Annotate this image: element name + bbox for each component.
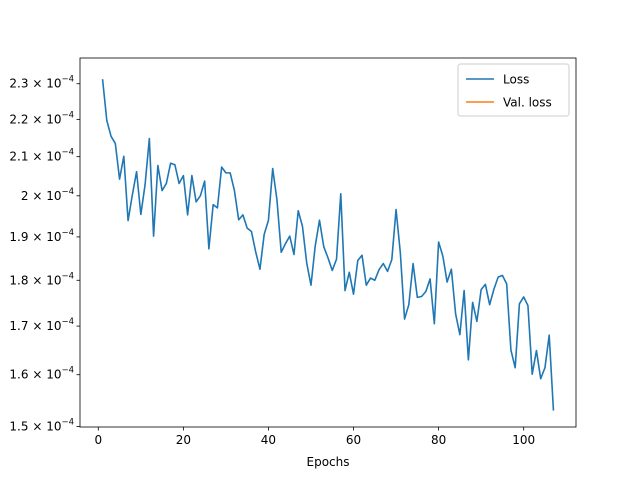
y-tick-label: 1.9 × 10−4: [9, 228, 74, 244]
x-tick-label: 20: [176, 433, 191, 447]
y-tick-label: 1.8 × 10−4: [9, 271, 74, 287]
legend-label: Val. loss: [503, 96, 552, 110]
legend: Loss Val. loss: [457, 63, 570, 117]
plot-lines: [101, 79, 555, 411]
x-tick-label: 60: [346, 433, 361, 447]
y-tick-label: 1.7 × 10−4: [9, 317, 74, 333]
y-tick-label: 1.5 × 10−4: [9, 417, 74, 433]
y-tick-label: 2 × 10−4: [21, 187, 74, 203]
legend-box: [457, 63, 570, 117]
x-axis-label: Epochs: [307, 455, 350, 469]
x-tick-label: 100: [512, 433, 535, 447]
x-tick-label: 40: [261, 433, 276, 447]
y-tick-label: 1.6 × 10−4: [9, 366, 74, 382]
x-tick-label: 80: [431, 433, 446, 447]
y-tick-label: 2.3 × 10−4: [9, 75, 74, 91]
legend-label: Loss: [503, 73, 529, 87]
y-tick-label: 2.1 × 10−4: [9, 148, 74, 164]
series-line: [101, 79, 555, 411]
x-axis-ticks: 0 20 40 60 80 100: [94, 427, 535, 447]
y-tick-label: 2.2 × 10−4: [9, 110, 74, 126]
x-tick-label: 0: [94, 433, 102, 447]
axes-frame: [79, 57, 577, 428]
y-axis-ticks: 1.5 × 10−4 1.6 × 10−4 1.7 × 10−4 1.8 × 10−4…: [9, 75, 80, 433]
